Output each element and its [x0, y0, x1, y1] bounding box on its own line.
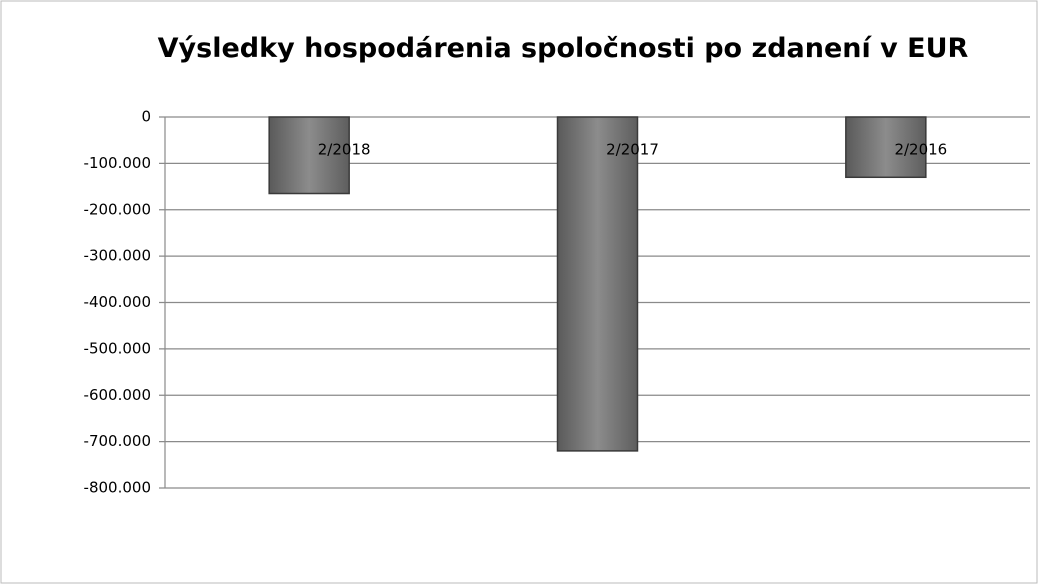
chart-title: Výsledky hospodárenia spoločnosti po zda…: [157, 33, 969, 64]
category-label: 2/2017: [606, 141, 659, 159]
y-tick-label: -700.000: [84, 432, 151, 450]
y-tick-label: -100.000: [84, 154, 151, 172]
y-tick-label: -600.000: [84, 386, 151, 404]
y-tick-label: 0: [141, 108, 151, 126]
bar: [556, 116, 639, 452]
bar: [268, 116, 350, 195]
y-tick-label: -500.000: [84, 339, 151, 357]
bar: [845, 116, 927, 179]
category-label: 2/2016: [894, 141, 947, 159]
category-label: 2/2018: [318, 141, 371, 159]
y-tick-label: -800.000: [84, 479, 151, 497]
y-tick-label: -300.000: [84, 247, 151, 265]
y-tick-label: -200.000: [84, 200, 151, 218]
y-tick-label: -400.000: [84, 293, 151, 311]
